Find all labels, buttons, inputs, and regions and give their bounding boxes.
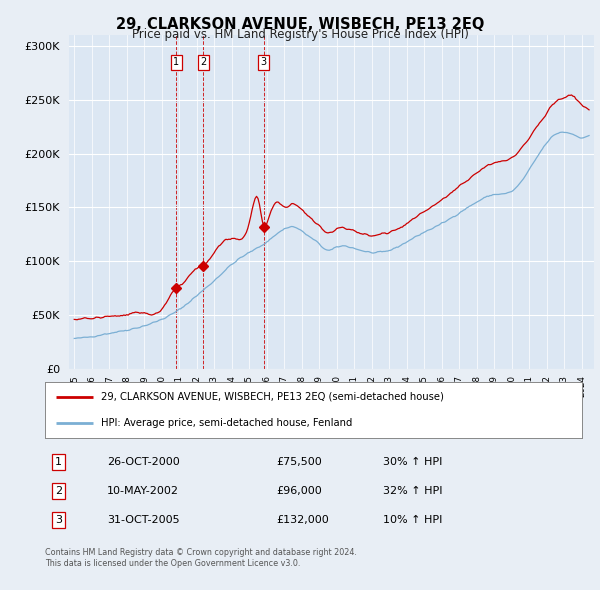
Text: 1: 1: [55, 457, 62, 467]
Text: 26-OCT-2000: 26-OCT-2000: [107, 457, 179, 467]
Text: 29, CLARKSON AVENUE, WISBECH, PE13 2EQ: 29, CLARKSON AVENUE, WISBECH, PE13 2EQ: [116, 17, 484, 31]
Text: 30% ↑ HPI: 30% ↑ HPI: [383, 457, 443, 467]
Text: £132,000: £132,000: [276, 516, 329, 525]
Text: 3: 3: [55, 516, 62, 525]
Text: Contains HM Land Registry data © Crown copyright and database right 2024.: Contains HM Land Registry data © Crown c…: [45, 548, 357, 556]
Text: 2: 2: [55, 486, 62, 496]
Text: 1: 1: [173, 57, 179, 67]
Text: 31-OCT-2005: 31-OCT-2005: [107, 516, 179, 525]
Text: 10% ↑ HPI: 10% ↑ HPI: [383, 516, 443, 525]
Text: £96,000: £96,000: [276, 486, 322, 496]
Text: 29, CLARKSON AVENUE, WISBECH, PE13 2EQ (semi-detached house): 29, CLARKSON AVENUE, WISBECH, PE13 2EQ (…: [101, 392, 444, 402]
Text: This data is licensed under the Open Government Licence v3.0.: This data is licensed under the Open Gov…: [45, 559, 301, 568]
Text: £75,500: £75,500: [276, 457, 322, 467]
Text: 10-MAY-2002: 10-MAY-2002: [107, 486, 179, 496]
Text: 2: 2: [200, 57, 206, 67]
Text: Price paid vs. HM Land Registry's House Price Index (HPI): Price paid vs. HM Land Registry's House …: [131, 28, 469, 41]
Text: 32% ↑ HPI: 32% ↑ HPI: [383, 486, 443, 496]
Text: 3: 3: [261, 57, 267, 67]
Text: HPI: Average price, semi-detached house, Fenland: HPI: Average price, semi-detached house,…: [101, 418, 353, 428]
